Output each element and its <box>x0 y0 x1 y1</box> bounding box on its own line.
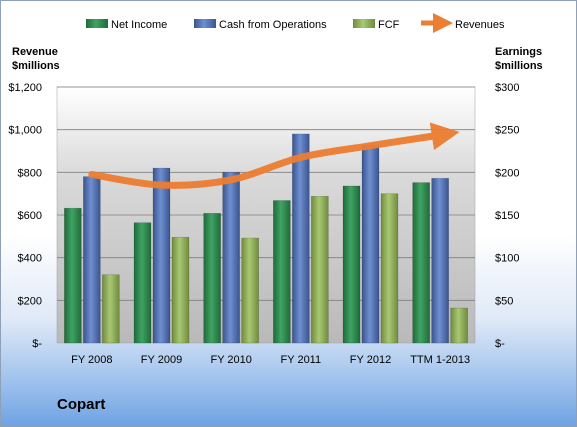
right-tick-label: $150 <box>495 210 519 222</box>
left-tick-label: $600 <box>18 210 42 222</box>
x-tick-label: FY 2010 <box>210 354 251 366</box>
bar-cash-from-operations <box>83 176 101 344</box>
bar-net-income <box>64 207 82 344</box>
left-tick-label: $400 <box>18 253 42 265</box>
legend-swatch-fcf <box>353 19 375 28</box>
bar-net-income <box>412 182 430 344</box>
left-axis-title-line2: $millions <box>12 60 60 72</box>
bar-fcf <box>450 307 468 344</box>
x-tick-label: FY 2008 <box>71 354 112 366</box>
x-tick-label: TTM 1-2013 <box>410 354 470 366</box>
right-tick-label: $50 <box>495 295 513 307</box>
left-tick-label: $1,000 <box>8 125 42 137</box>
bar-fcf <box>171 236 190 344</box>
revenue-line <box>88 122 460 189</box>
bar-net-income <box>203 213 221 344</box>
right-tick-label: $100 <box>495 253 519 265</box>
bars <box>64 133 468 344</box>
legend-label-net-income: Net Income <box>111 19 167 31</box>
x-axis-ticks: FY 2008 FY 2009 FY 2010 FY 2011 FY 2012 TTM 1… <box>71 354 470 366</box>
legend: Net Income Cash from Operations FCF Reve… <box>86 13 505 33</box>
bar-net-income <box>133 222 152 344</box>
revenue-line-path <box>88 122 460 189</box>
right-axis-title-line2: $millions <box>495 60 543 72</box>
bar-fcf <box>102 274 120 344</box>
bar-cash-from-operations <box>431 178 449 344</box>
x-tick-label: FY 2011 <box>281 354 322 366</box>
bar-cash-from-operations <box>361 144 380 344</box>
legend-label-cash-from-operations: Cash from Operations <box>219 19 327 31</box>
right-axis-ticks: $- $50 $100 $150 $200 $250 $300 <box>495 82 519 350</box>
bar-fcf <box>311 195 329 344</box>
left-tick-label: $200 <box>18 295 42 307</box>
bar-net-income <box>273 200 291 344</box>
left-tick-label: $800 <box>18 167 42 179</box>
legend-swatch-net-income <box>86 19 108 28</box>
legend-swatch-cash-from-operations <box>194 19 216 28</box>
left-axis-ticks: $- $200 $400 $600 $800 $1,000 $1,200 <box>8 82 42 350</box>
right-tick-label: $200 <box>495 167 519 179</box>
bar-fcf <box>241 237 259 344</box>
legend-label-revenues: Revenues <box>455 19 505 31</box>
right-tick-label: $300 <box>495 82 519 94</box>
bar-cash-from-operations <box>222 172 240 344</box>
bar-cash-from-operations <box>152 167 171 344</box>
bar-cash-from-operations <box>292 133 310 344</box>
right-tick-label: $- <box>495 338 505 350</box>
left-tick-label: $- <box>32 338 42 350</box>
bar-fcf <box>380 193 399 344</box>
left-tick-label: $1,200 <box>8 82 42 94</box>
left-axis-title-line1: Revenue <box>12 46 58 58</box>
legend-label-fcf: FCF <box>378 19 400 31</box>
gridlines <box>57 86 475 301</box>
right-tick-label: $250 <box>495 125 519 137</box>
right-axis-title-line1: Earnings <box>495 46 542 58</box>
x-tick-label: FY 2012 <box>350 354 391 366</box>
company-name: Copart <box>57 396 106 413</box>
bar-net-income <box>342 185 361 344</box>
x-tick-label: FY 2009 <box>141 354 182 366</box>
